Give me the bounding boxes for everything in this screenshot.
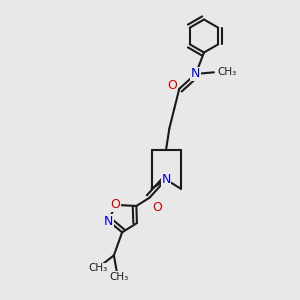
Text: N: N — [161, 173, 171, 186]
Text: O: O — [152, 201, 162, 214]
Text: CH₃: CH₃ — [218, 67, 237, 77]
Text: O: O — [167, 79, 177, 92]
Text: CH₃: CH₃ — [109, 272, 128, 282]
Text: CH₃: CH₃ — [88, 263, 107, 274]
Text: N: N — [191, 68, 200, 80]
Text: O: O — [110, 198, 120, 212]
Text: N: N — [104, 214, 113, 228]
